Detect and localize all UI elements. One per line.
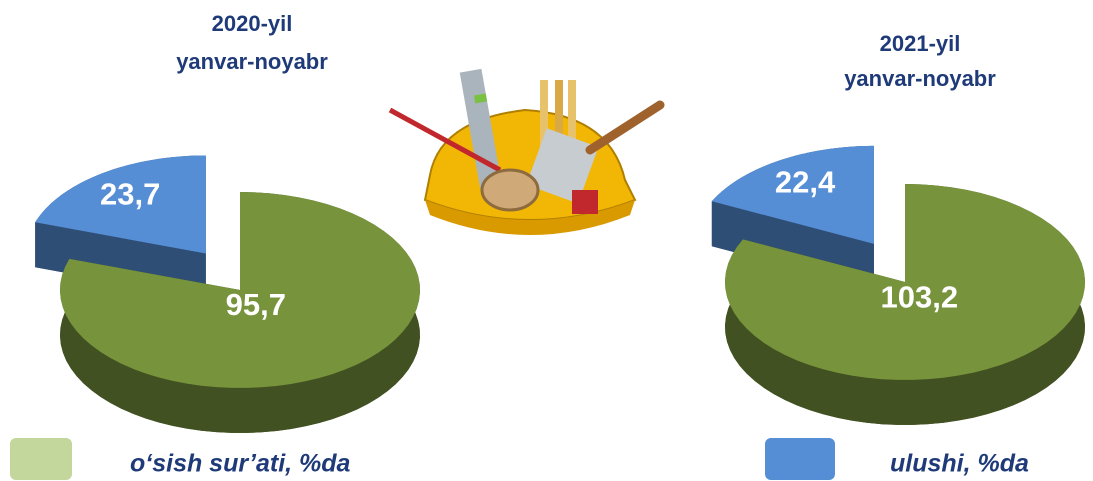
slice	[60, 192, 420, 388]
value-label: 23,7	[100, 176, 160, 211]
value-label: 95,7	[226, 287, 286, 322]
slice	[35, 155, 206, 254]
legend-swatch	[10, 438, 72, 480]
legend-label: o‘sish sur’ati, %da	[130, 450, 351, 478]
chart-title: 2021-yil	[880, 31, 961, 56]
slice	[725, 184, 1085, 380]
chart-subtitle: yanvar-noyabr	[844, 66, 996, 91]
legend-swatch	[765, 438, 835, 480]
value-label: 103,2	[881, 280, 959, 315]
value-label: 22,4	[775, 164, 836, 199]
slice	[711, 145, 874, 244]
chart-subtitle: yanvar-noyabr	[176, 49, 328, 74]
legend-label: ulushi, %da	[890, 450, 1029, 478]
tools-illustration	[388, 68, 665, 235]
chart-title: 2020-yil	[212, 11, 293, 36]
